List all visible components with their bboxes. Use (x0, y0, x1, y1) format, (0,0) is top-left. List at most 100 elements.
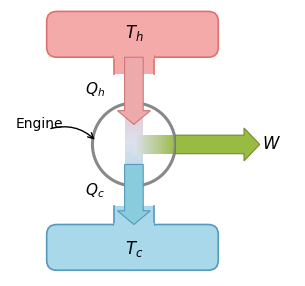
Bar (125, 222, 143, 225)
Bar (125, 82, 143, 84)
Bar (141, 135, 142, 154)
Bar (168, 135, 170, 154)
Bar (152, 135, 153, 154)
Bar (171, 135, 173, 154)
Bar (170, 135, 171, 154)
Bar (125, 205, 143, 208)
Bar (125, 90, 143, 93)
Bar (125, 197, 143, 200)
Bar (146, 135, 148, 154)
Bar (167, 135, 168, 154)
Bar (125, 141, 143, 144)
Bar (114, 56, 154, 74)
Bar (125, 68, 143, 71)
Bar (125, 65, 143, 68)
Bar (125, 170, 143, 173)
Bar (125, 114, 143, 117)
Bar (125, 184, 143, 187)
Bar (135, 135, 136, 154)
Bar (125, 192, 143, 195)
Bar (125, 122, 143, 125)
Bar (134, 135, 135, 154)
Bar (125, 116, 143, 120)
Bar (138, 135, 139, 154)
Bar (125, 219, 143, 222)
Bar (125, 146, 143, 149)
Bar (125, 168, 143, 171)
Bar (125, 76, 143, 79)
Bar (125, 160, 143, 162)
Bar (125, 208, 143, 211)
FancyBboxPatch shape (47, 11, 218, 57)
Bar (125, 216, 143, 219)
Bar (140, 135, 142, 154)
Bar (125, 143, 143, 146)
Bar (136, 135, 137, 154)
Bar (114, 206, 154, 225)
Bar (145, 135, 147, 154)
Bar (174, 135, 176, 154)
Bar (152, 135, 154, 154)
Bar (125, 106, 143, 109)
Bar (125, 200, 143, 203)
Bar (137, 135, 138, 154)
Bar (125, 125, 143, 128)
Bar (125, 165, 143, 168)
Text: $Q_c$: $Q_c$ (85, 181, 105, 200)
Bar (125, 133, 143, 136)
Bar (159, 135, 160, 154)
Bar (125, 87, 143, 90)
Bar (125, 71, 143, 74)
Bar (125, 178, 143, 181)
Text: $T_h$: $T_h$ (124, 23, 143, 43)
Bar (125, 152, 143, 154)
FancyArrow shape (117, 57, 150, 124)
Bar (156, 135, 157, 154)
Bar (125, 157, 143, 160)
Bar (125, 135, 143, 138)
Bar (166, 135, 167, 154)
Bar (154, 135, 155, 154)
Bar (125, 74, 143, 76)
Bar (125, 130, 143, 133)
FancyArrow shape (117, 164, 150, 225)
Bar (143, 135, 145, 154)
Bar (125, 213, 143, 217)
Bar (163, 135, 164, 154)
Bar (125, 211, 143, 214)
Bar (125, 154, 143, 157)
Bar (125, 79, 143, 82)
Bar (125, 119, 143, 122)
Bar (125, 162, 143, 165)
Bar (125, 189, 143, 192)
Bar (114, 223, 154, 227)
Text: $W$: $W$ (262, 136, 281, 153)
Text: $Q_h$: $Q_h$ (85, 81, 105, 100)
Bar (158, 135, 159, 154)
Bar (155, 135, 156, 154)
Bar (142, 135, 144, 154)
Bar (125, 138, 143, 141)
Bar (165, 135, 166, 154)
Bar (125, 203, 143, 206)
Bar (164, 135, 165, 154)
Bar (173, 135, 175, 154)
Bar (150, 135, 152, 154)
Bar (125, 95, 143, 98)
Bar (114, 54, 154, 59)
Bar (162, 135, 163, 154)
Text: Engine: Engine (15, 118, 63, 131)
Bar (161, 135, 162, 154)
Bar (125, 98, 143, 101)
Bar (125, 173, 143, 176)
Bar (125, 176, 143, 179)
Bar (149, 135, 150, 154)
Bar (125, 92, 143, 95)
FancyBboxPatch shape (47, 225, 218, 270)
Bar (125, 149, 143, 152)
Bar (147, 135, 149, 154)
Bar (160, 135, 161, 154)
Bar (125, 111, 143, 114)
Bar (125, 181, 143, 184)
Bar (125, 63, 143, 65)
